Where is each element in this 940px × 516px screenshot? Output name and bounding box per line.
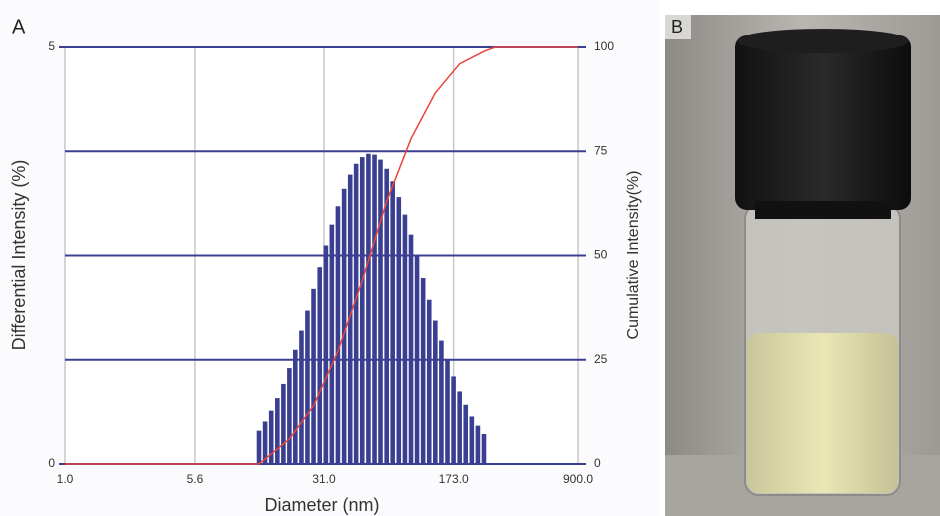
- cap-top: [737, 29, 909, 53]
- x-tick-label: 173.0: [439, 472, 469, 486]
- y2-axis-label: Cumulative Intensity(%): [625, 171, 642, 340]
- bar: [329, 224, 335, 464]
- bar: [293, 349, 298, 464]
- bar: [372, 154, 377, 464]
- label-box: [665, 15, 691, 39]
- vial-cap: [735, 35, 911, 210]
- bar: [323, 245, 329, 464]
- bar: [262, 421, 268, 464]
- y2-tick-label: 50: [594, 248, 608, 262]
- y2-tick-label: 0: [594, 456, 601, 470]
- bar: [347, 174, 353, 465]
- bar: [268, 410, 274, 464]
- bar: [281, 383, 286, 464]
- bar: [366, 153, 371, 464]
- bar: [408, 234, 414, 464]
- y-axis-label: Differential Intensity (%): [9, 160, 29, 351]
- bar: [475, 425, 481, 464]
- bar: [402, 214, 408, 464]
- bar: [311, 288, 316, 464]
- chart: A Differential Intensity (%) Cumulative …: [8, 16, 643, 515]
- y2-tick-label: 75: [594, 143, 608, 157]
- bar: [426, 299, 432, 464]
- bar: [341, 188, 347, 464]
- bar: [396, 197, 402, 464]
- photo: B: [665, 15, 940, 516]
- cap-rim: [755, 201, 891, 219]
- bar: [457, 391, 462, 464]
- cumulative-line: [65, 46, 578, 465]
- bar: [463, 404, 469, 464]
- bar: [305, 310, 310, 464]
- bar: [433, 320, 438, 464]
- bar: [481, 433, 487, 464]
- y-tick-label: 5: [48, 39, 55, 53]
- x-tick-label: 31.0: [312, 472, 336, 486]
- bar: [353, 163, 359, 464]
- bar: [275, 398, 280, 464]
- bar: [420, 278, 426, 464]
- bar: [359, 157, 365, 464]
- x-tick-label: 5.6: [187, 472, 204, 486]
- vial-liquid: [747, 333, 898, 493]
- x-axis-label: Diameter (nm): [264, 495, 379, 515]
- bar: [317, 267, 323, 464]
- bar: [469, 416, 475, 464]
- y2-tick-label: 25: [594, 352, 608, 366]
- bar: [414, 256, 420, 464]
- bar: [299, 330, 304, 464]
- bar: [256, 430, 262, 464]
- x-tick-label: 900.0: [563, 472, 593, 486]
- x-tick-label: 1.0: [57, 472, 74, 486]
- bar: [378, 159, 383, 464]
- panel-label: B: [671, 17, 683, 37]
- y2-tick-label: 100: [594, 39, 614, 53]
- bar: [439, 340, 444, 464]
- bar: [287, 368, 292, 464]
- bar: [335, 206, 341, 464]
- y-tick-label: 0: [48, 456, 55, 470]
- bar: [445, 358, 450, 464]
- panel-label: A: [12, 16, 26, 38]
- bar: [384, 168, 389, 464]
- bar: [390, 181, 395, 465]
- bar: [451, 376, 456, 464]
